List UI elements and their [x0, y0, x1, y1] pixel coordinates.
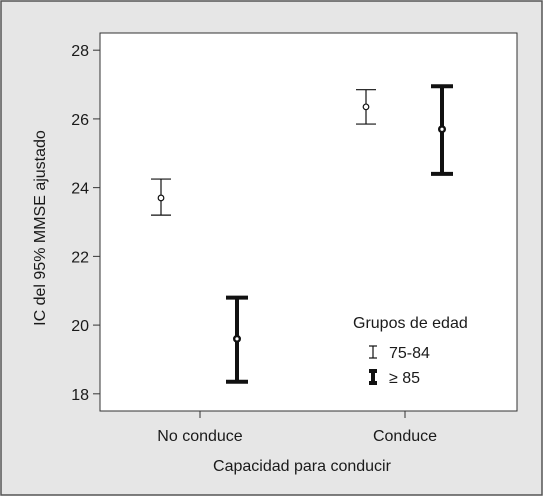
error-bar	[151, 178, 171, 216]
mean-point	[362, 103, 370, 111]
x-tick-label: Conduce	[373, 428, 437, 445]
x-tick-label: No conduce	[157, 428, 242, 445]
legend-title: Grupos de edad	[353, 315, 468, 332]
y-tick-label: 22	[71, 249, 89, 266]
error-bar	[226, 295, 248, 384]
legend: Grupos de edad 75-84 ≥ 85	[353, 315, 468, 387]
legend-label: ≥ 85	[389, 370, 420, 387]
legend-item: ≥ 85	[369, 369, 420, 387]
error-bar	[431, 84, 453, 176]
mean-point	[438, 125, 447, 134]
y-tick-label: 26	[71, 112, 89, 129]
legend-label: 75-84	[389, 345, 430, 362]
mean-point	[157, 194, 165, 202]
y-tick-label: 18	[71, 387, 89, 404]
y-tick-label: 24	[71, 181, 89, 198]
error-bars	[151, 84, 453, 384]
y-tick-label: 28	[71, 43, 89, 60]
y-tick-label: 20	[71, 318, 89, 335]
error-bar	[356, 89, 376, 125]
y-ticks: 18 20 22 24 26 28	[71, 43, 100, 404]
x-ticks: No conduce Conduce	[157, 411, 437, 445]
mean-point	[232, 334, 241, 343]
y-axis-label: IC del 95% MMSE ajustado	[32, 130, 49, 326]
x-axis-label: Capacidad para conducir	[213, 458, 392, 475]
legend-items: 75-84 ≥ 85	[369, 345, 430, 387]
plot-area	[99, 32, 518, 412]
legend-item: 75-84	[369, 345, 430, 362]
